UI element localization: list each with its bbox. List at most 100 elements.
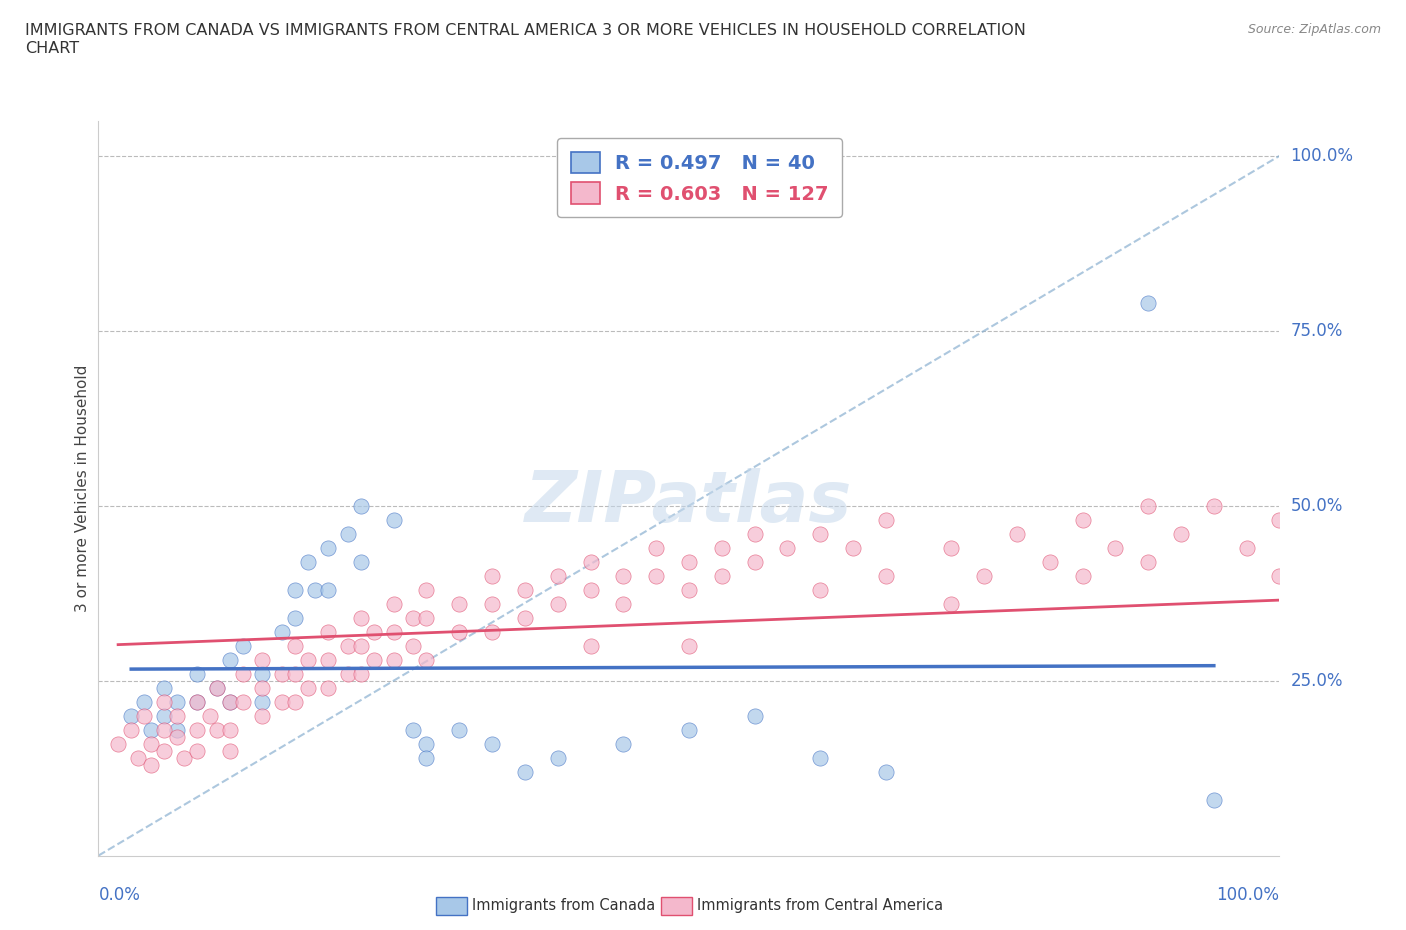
Point — [205, 680, 228, 695]
Point — [579, 582, 602, 597]
Point — [513, 582, 536, 597]
Point — [776, 540, 799, 555]
Text: 100.0%: 100.0% — [1291, 147, 1354, 165]
Point — [678, 554, 700, 569]
Point — [316, 624, 339, 639]
Point — [139, 737, 162, 751]
Point — [808, 582, 831, 597]
Point — [612, 568, 634, 583]
Point — [678, 723, 700, 737]
Point — [1236, 540, 1258, 555]
Point — [1137, 498, 1160, 513]
Point — [1268, 512, 1291, 527]
Point — [271, 666, 294, 681]
Point — [678, 638, 700, 653]
Point — [382, 624, 405, 639]
Point — [415, 610, 437, 625]
Point — [1170, 526, 1192, 541]
Point — [316, 680, 339, 695]
Point — [382, 652, 405, 667]
Point — [186, 723, 208, 737]
Point — [153, 723, 176, 737]
Point — [107, 737, 129, 751]
Point — [350, 554, 373, 569]
Point — [173, 751, 195, 765]
Point — [153, 743, 176, 758]
Point — [415, 751, 437, 765]
Point — [1202, 792, 1225, 807]
Point — [297, 554, 319, 569]
Point — [316, 540, 339, 555]
Point — [875, 568, 897, 583]
Point — [350, 666, 373, 681]
Point — [710, 540, 733, 555]
Point — [875, 764, 897, 779]
Text: Immigrants from Canada: Immigrants from Canada — [472, 898, 655, 913]
Point — [205, 723, 228, 737]
Point — [481, 737, 503, 751]
Legend: R = 0.497   N = 40, R = 0.603   N = 127: R = 0.497 N = 40, R = 0.603 N = 127 — [557, 138, 842, 218]
Point — [402, 638, 425, 653]
Point — [336, 638, 359, 653]
Point — [449, 723, 471, 737]
Point — [284, 694, 307, 709]
Point — [481, 624, 503, 639]
Point — [120, 709, 142, 724]
Point — [513, 764, 536, 779]
Point — [271, 694, 294, 709]
Point — [875, 512, 897, 527]
Point — [297, 680, 319, 695]
Point — [1334, 485, 1357, 499]
Point — [284, 638, 307, 653]
Text: 25.0%: 25.0% — [1291, 671, 1343, 690]
Point — [808, 526, 831, 541]
Point — [166, 694, 188, 709]
Point — [402, 723, 425, 737]
Point — [402, 610, 425, 625]
Point — [547, 596, 569, 611]
Point — [271, 624, 294, 639]
Point — [232, 638, 254, 653]
Point — [120, 723, 142, 737]
Point — [186, 743, 208, 758]
Point — [218, 652, 240, 667]
Point — [415, 737, 437, 751]
Point — [678, 582, 700, 597]
Point — [218, 694, 240, 709]
Point — [744, 554, 766, 569]
Point — [232, 666, 254, 681]
Point — [579, 638, 602, 653]
Point — [612, 737, 634, 751]
Point — [218, 743, 240, 758]
Point — [1334, 540, 1357, 555]
Point — [205, 680, 228, 695]
Point — [198, 709, 221, 724]
Point — [134, 709, 156, 724]
Text: IMMIGRANTS FROM CANADA VS IMMIGRANTS FROM CENTRAL AMERICA 3 OR MORE VEHICLES IN : IMMIGRANTS FROM CANADA VS IMMIGRANTS FRO… — [25, 23, 1026, 56]
Point — [363, 652, 385, 667]
Point — [513, 610, 536, 625]
Point — [710, 568, 733, 583]
Point — [284, 666, 307, 681]
Point — [127, 751, 149, 765]
Point — [297, 652, 319, 667]
Point — [481, 568, 503, 583]
Point — [139, 757, 162, 772]
Point — [186, 694, 208, 709]
Point — [252, 694, 274, 709]
Y-axis label: 3 or more Vehicles in Household: 3 or more Vehicles in Household — [75, 365, 90, 612]
Point — [336, 526, 359, 541]
Point — [232, 694, 254, 709]
Text: 75.0%: 75.0% — [1291, 322, 1343, 339]
Point — [139, 723, 162, 737]
Text: Immigrants from Central America: Immigrants from Central America — [697, 898, 943, 913]
Point — [382, 596, 405, 611]
Point — [336, 666, 359, 681]
Point — [1137, 296, 1160, 311]
Point — [612, 596, 634, 611]
Point — [304, 582, 326, 597]
Point — [808, 751, 831, 765]
Point — [186, 666, 208, 681]
Point — [1202, 498, 1225, 513]
Point — [153, 709, 176, 724]
